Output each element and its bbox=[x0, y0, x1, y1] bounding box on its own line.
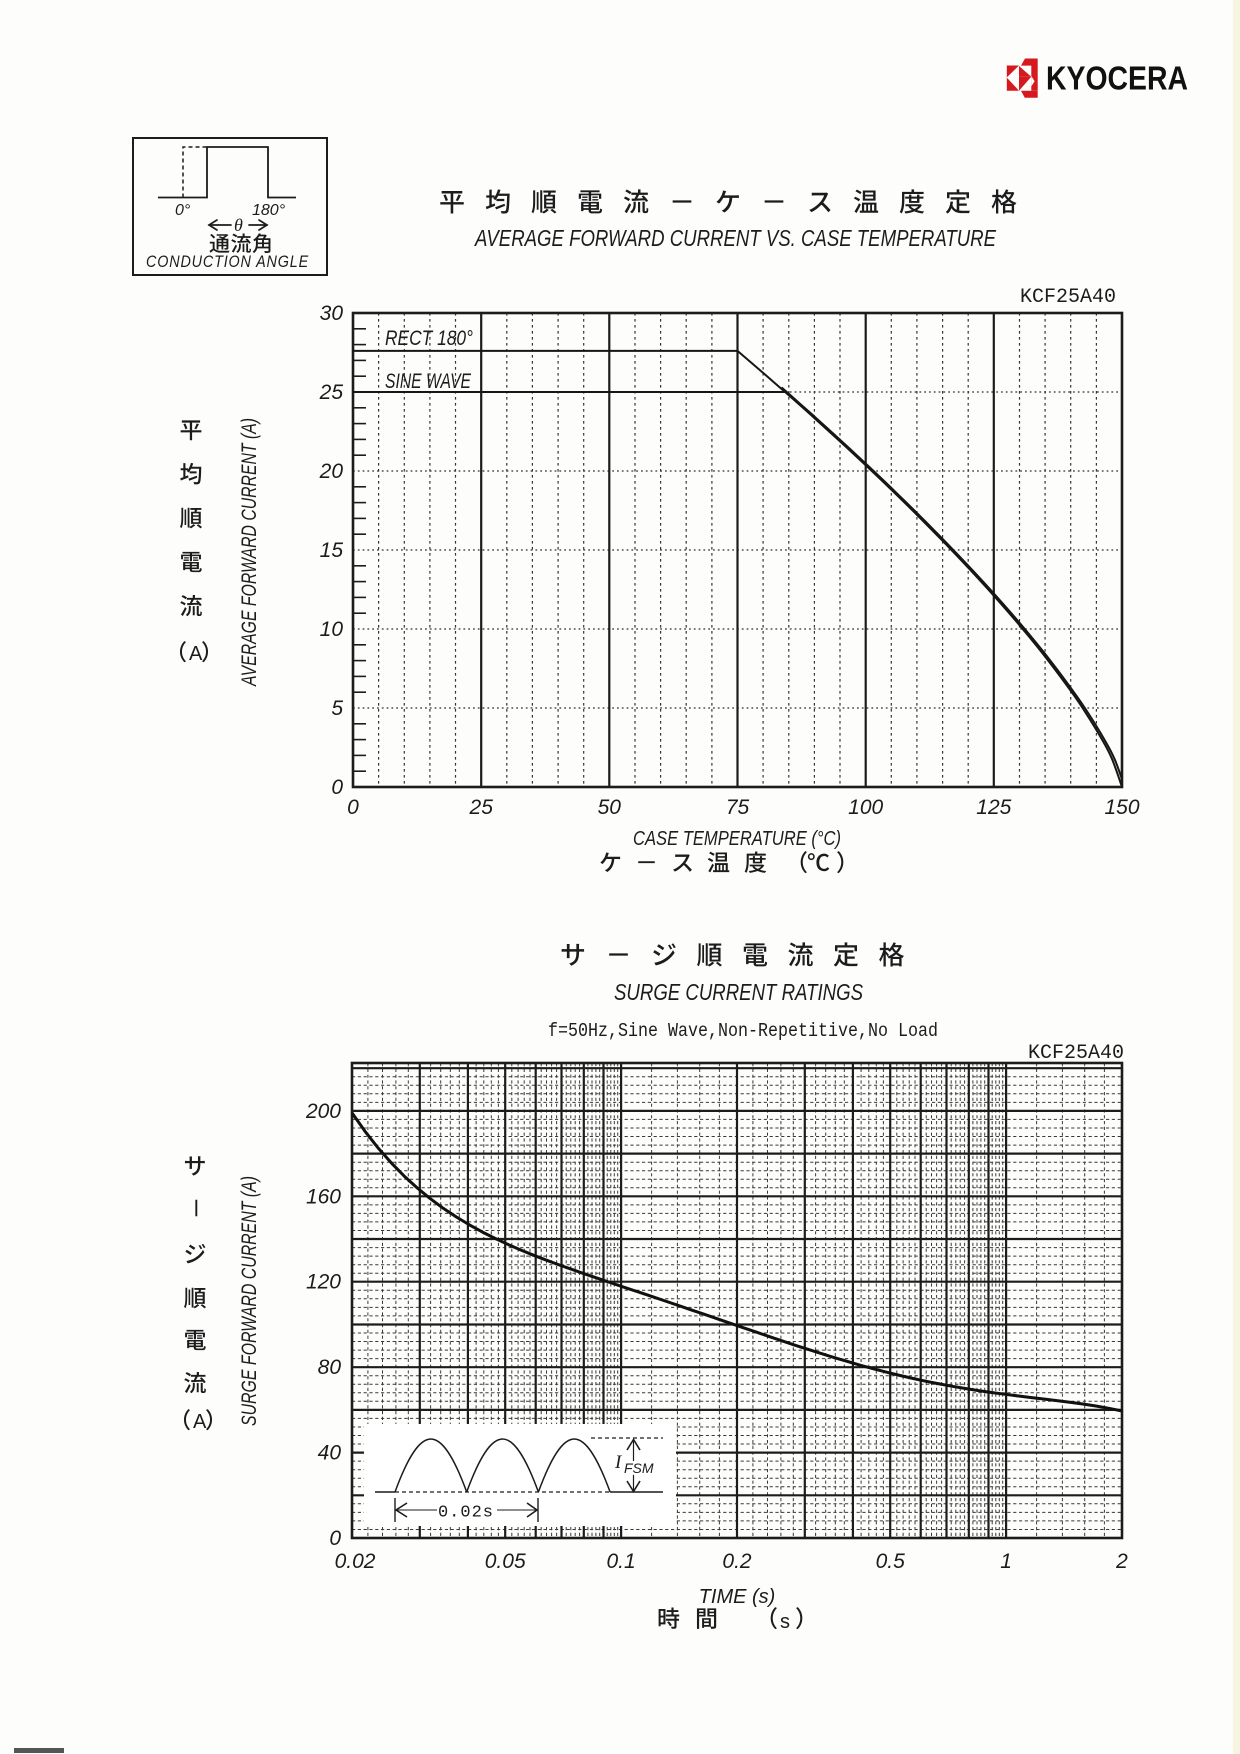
svg-text:10: 10 bbox=[320, 618, 344, 641]
svg-text:CASE TEMPERATURE (°C): CASE TEMPERATURE (°C) bbox=[633, 828, 841, 850]
svg-text:TIME (s): TIME (s) bbox=[699, 1586, 776, 1608]
svg-text:25: 25 bbox=[319, 381, 344, 404]
svg-text:30: 30 bbox=[320, 302, 344, 325]
svg-text:CONDUCTION ANGLE: CONDUCTION ANGLE bbox=[146, 252, 309, 271]
svg-text:20: 20 bbox=[319, 460, 344, 483]
svg-text:s: s bbox=[780, 1611, 790, 1633]
svg-text:0.2: 0.2 bbox=[722, 1550, 752, 1573]
svg-text:0: 0 bbox=[329, 1527, 341, 1550]
svg-text:A: A bbox=[189, 643, 203, 665]
svg-text:0°: 0° bbox=[175, 202, 191, 219]
svg-text:KCF25A40: KCF25A40 bbox=[1020, 286, 1116, 309]
svg-text:75: 75 bbox=[726, 796, 750, 819]
svg-text:SURGE CURRENT RATINGS: SURGE CURRENT RATINGS bbox=[614, 979, 864, 1005]
svg-text:100: 100 bbox=[848, 796, 883, 819]
svg-text:0.1: 0.1 bbox=[606, 1550, 635, 1573]
svg-text:SURGE FORWARD CURRENT (A): SURGE FORWARD CURRENT (A) bbox=[238, 1176, 261, 1426]
svg-text:KCF25A40: KCF25A40 bbox=[1028, 1042, 1124, 1065]
svg-text:θ: θ bbox=[234, 215, 243, 235]
svg-text:A: A bbox=[193, 1411, 207, 1433]
svg-text:AVERAGE FORWARD CURRENT VS. CA: AVERAGE FORWARD CURRENT VS. CASE TEMPERA… bbox=[473, 225, 996, 251]
svg-text:KYOCERA: KYOCERA bbox=[1046, 60, 1188, 97]
svg-text:RECT 180°: RECT 180° bbox=[385, 327, 473, 350]
svg-text:50: 50 bbox=[598, 796, 622, 819]
svg-text:0.5: 0.5 bbox=[876, 1550, 906, 1573]
svg-text:125: 125 bbox=[976, 796, 1011, 819]
svg-text:160: 160 bbox=[306, 1185, 341, 1208]
svg-text:5: 5 bbox=[331, 697, 343, 720]
svg-text:SINE WAVE: SINE WAVE bbox=[385, 370, 472, 393]
svg-text:80: 80 bbox=[318, 1356, 342, 1379]
svg-text:2: 2 bbox=[1115, 1550, 1128, 1573]
svg-text:120: 120 bbox=[306, 1271, 341, 1294]
svg-text:AVERAGE FORWARD CURRENT (A): AVERAGE FORWARD CURRENT (A) bbox=[238, 418, 261, 688]
svg-text:200: 200 bbox=[305, 1100, 341, 1123]
svg-text:0.02: 0.02 bbox=[335, 1550, 376, 1573]
svg-text:180°: 180° bbox=[252, 202, 286, 219]
svg-text:0.02s: 0.02s bbox=[438, 1504, 494, 1523]
svg-text:150: 150 bbox=[1104, 796, 1139, 819]
svg-text:f=50Hz,Sine Wave,Non-Repetitiv: f=50Hz,Sine Wave,Non-Repetitive,No Load bbox=[548, 1020, 938, 1042]
svg-text:0: 0 bbox=[331, 776, 343, 799]
svg-text:0.05: 0.05 bbox=[485, 1550, 526, 1573]
svg-text:0: 0 bbox=[347, 796, 359, 819]
svg-text:25: 25 bbox=[469, 796, 494, 819]
svg-text:15: 15 bbox=[320, 539, 344, 562]
svg-text:40: 40 bbox=[318, 1442, 342, 1465]
svg-text:FSM: FSM bbox=[624, 1460, 654, 1476]
svg-text:1: 1 bbox=[1000, 1550, 1012, 1573]
